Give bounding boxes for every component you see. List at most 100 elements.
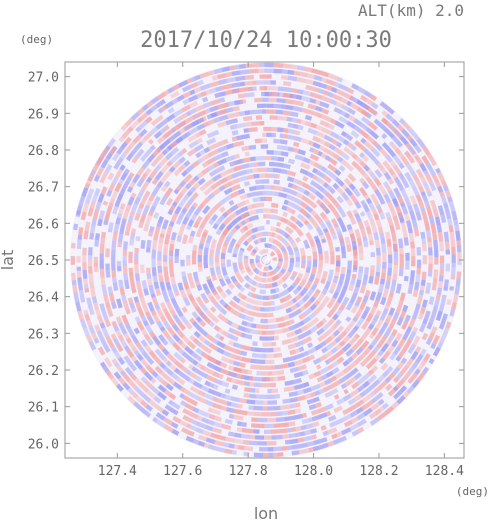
- radar-cell: [245, 266, 252, 274]
- radar-cell: [359, 186, 368, 197]
- radar-cell: [404, 338, 413, 348]
- radar-cell: [191, 419, 198, 426]
- radar-cell: [241, 427, 247, 433]
- radar-cell: [422, 318, 428, 325]
- radar-cell: [261, 330, 266, 335]
- radar-cell: [270, 185, 275, 190]
- radar-cell: [152, 416, 158, 423]
- radar-cell: [189, 89, 196, 96]
- radar-cell: [130, 120, 140, 130]
- radar-cell: [88, 188, 95, 196]
- radar-cell: [86, 297, 92, 304]
- plot-area: [65, 62, 464, 458]
- radar-cell: [76, 270, 82, 278]
- radar-cell: [117, 233, 124, 243]
- radar-cell: [214, 415, 222, 422]
- radar-cell: [395, 283, 402, 294]
- radar-cell: [212, 290, 218, 296]
- radar-cell: [244, 315, 254, 322]
- radar-cell: [343, 388, 349, 395]
- radar-cell: [329, 118, 337, 125]
- radar-cell: [335, 284, 343, 294]
- radar-cell: [263, 429, 271, 434]
- radar-cell: [424, 200, 430, 207]
- radar-cell: [276, 234, 284, 242]
- radar-cell: [267, 447, 274, 452]
- radar-cell: [251, 299, 257, 305]
- radar-cell: [237, 188, 246, 195]
- radar-cell: [415, 346, 422, 353]
- radar-cell: [386, 122, 397, 132]
- radar-cell: [172, 333, 181, 343]
- radar-cell: [260, 144, 269, 149]
- radar-cell: [344, 373, 352, 380]
- y-tick-label: 26.6: [28, 217, 59, 232]
- radar-cell: [144, 344, 152, 353]
- radar-cell: [232, 309, 241, 317]
- radar-cell: [211, 75, 219, 81]
- radar-cell: [380, 362, 389, 371]
- radar-cell: [221, 84, 228, 91]
- radar-cell: [178, 156, 186, 164]
- radar-cell: [141, 280, 148, 290]
- radar-cell: [317, 150, 323, 157]
- radar-cell: [271, 156, 278, 161]
- radar-cell: [291, 450, 300, 456]
- radar-cell: [255, 156, 265, 161]
- radar-cell: [184, 354, 195, 364]
- radar-cell: [280, 151, 289, 157]
- radar-cell: [288, 158, 295, 165]
- y-tick-label: 26.1: [28, 401, 59, 416]
- radar-cell: [180, 186, 189, 195]
- radar-cell: [238, 63, 246, 69]
- radar-cell: [117, 157, 124, 164]
- radar-cell: [218, 278, 227, 287]
- radar-cell: [196, 284, 203, 292]
- radar-cell: [263, 400, 268, 405]
- radar-cell: [392, 385, 399, 392]
- radar-cell: [204, 242, 210, 249]
- radar-cell: [229, 353, 237, 360]
- radar-cell: [88, 255, 93, 261]
- radar-cell: [151, 267, 157, 277]
- radar-cell: [398, 184, 405, 191]
- radar-cell: [287, 146, 295, 152]
- radar-cell: [313, 299, 321, 307]
- radar-cell: [151, 249, 157, 259]
- radar-cell: [440, 255, 445, 264]
- radar-cell: [198, 266, 203, 272]
- radar-cell: [225, 208, 233, 215]
- radar-cell: [324, 403, 334, 411]
- radar-cell: [171, 372, 179, 381]
- radar-cell: [287, 343, 297, 350]
- radar-cell: [229, 160, 239, 167]
- radar-cell: [285, 307, 293, 314]
- radar-cell: [187, 134, 198, 143]
- radar-cell: [272, 452, 278, 458]
- radar-cell: [172, 415, 182, 424]
- radar-cell: [195, 355, 203, 362]
- radar-cell: [327, 275, 333, 283]
- radar-cell: [231, 70, 241, 76]
- radar-cell: [361, 320, 370, 331]
- radar-cell: [192, 244, 198, 251]
- radar-cell: [303, 435, 312, 442]
- radar-cell: [191, 112, 202, 121]
- radar-cell: [109, 197, 116, 204]
- radar-cell: [249, 328, 259, 335]
- radar-cell: [399, 263, 404, 269]
- radar-cell: [195, 375, 203, 382]
- radar-cell: [198, 241, 205, 250]
- y-unit-label: (deg): [20, 33, 53, 46]
- radar-cell: [165, 375, 176, 385]
- radar-cell: [248, 405, 254, 411]
- radar-cell: [332, 313, 339, 321]
- radar-cell: [159, 233, 165, 238]
- radar-cell: [335, 265, 341, 273]
- radar-cell: [188, 126, 199, 135]
- radar-cell: [367, 233, 374, 241]
- radar-cell: [143, 371, 154, 381]
- radar-cell: [128, 172, 135, 178]
- radar-cell: [120, 152, 127, 160]
- radar-cell: [282, 398, 291, 404]
